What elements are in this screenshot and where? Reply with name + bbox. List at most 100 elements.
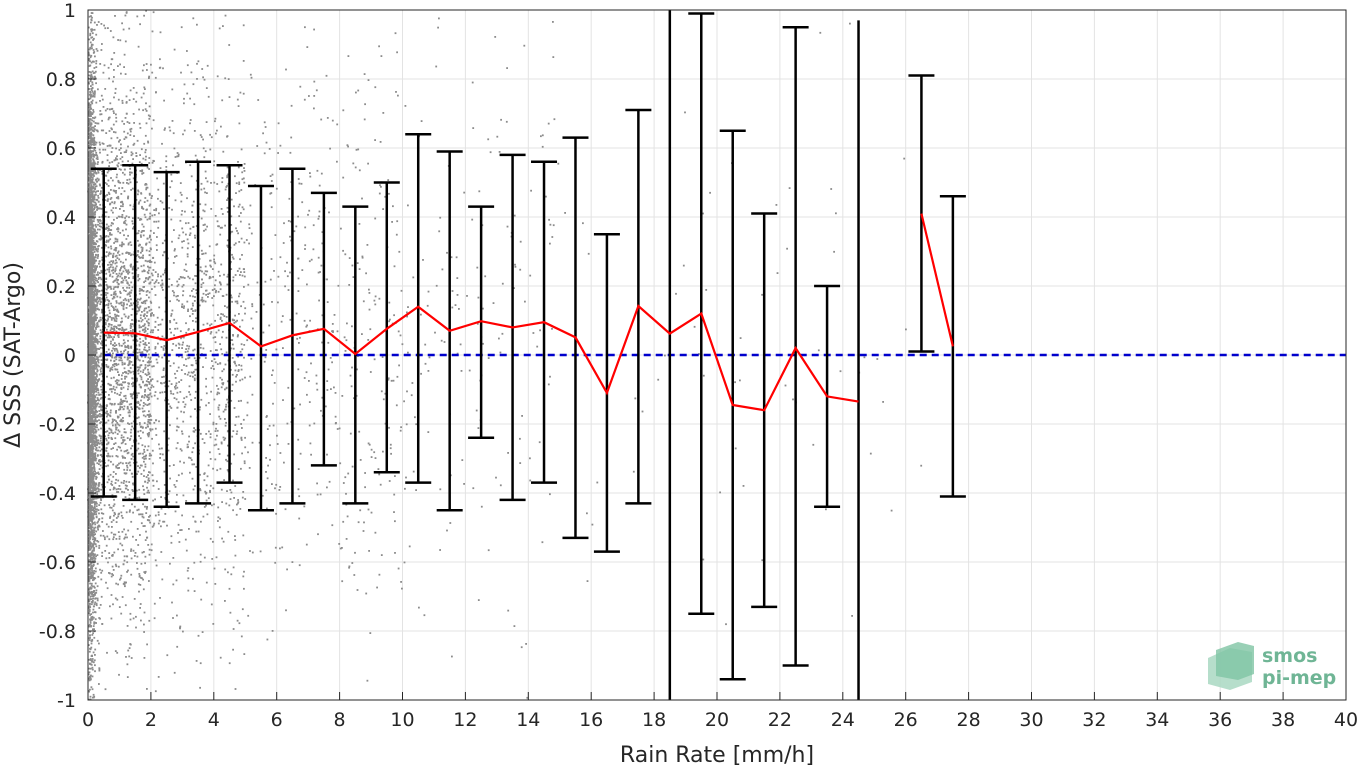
scatter-point: [147, 277, 150, 280]
scatter-point: [94, 143, 97, 146]
scatter-point: [122, 339, 125, 342]
scatter-point: [104, 550, 107, 552]
scatter-point: [117, 285, 119, 288]
scatter-point: [89, 258, 92, 261]
scatter-point: [137, 430, 140, 433]
scatter-point: [144, 134, 147, 137]
scatter-point: [149, 247, 152, 250]
scatter-point: [99, 501, 102, 504]
scatter-point: [92, 480, 95, 483]
scatter-point: [139, 403, 141, 406]
scatter-point: [96, 508, 98, 511]
scatter-point: [95, 33, 98, 36]
scatter-point: [90, 393, 92, 396]
scatter-point: [127, 411, 130, 414]
scatter-point: [89, 168, 91, 171]
scatter-point: [124, 315, 127, 318]
scatter-point: [136, 357, 139, 359]
scatter-point: [138, 287, 141, 290]
scatter-point: [89, 472, 91, 475]
scatter-point: [88, 165, 91, 168]
scatter-point: [95, 501, 98, 504]
scatter-point: [138, 359, 141, 362]
scatter-point: [113, 419, 116, 421]
scatter-point: [89, 548, 92, 551]
scatter-point: [94, 315, 97, 318]
scatter-point: [93, 181, 95, 184]
scatter-point: [96, 307, 99, 310]
scatter-point: [115, 320, 118, 322]
scatter-point: [92, 134, 95, 137]
scatter-point: [105, 339, 107, 342]
scatter-point: [105, 291, 107, 294]
scatter-point: [116, 314, 118, 317]
scatter-point: [88, 398, 90, 400]
scatter-point: [106, 159, 109, 162]
scatter-point: [107, 299, 110, 302]
scatter-point: [90, 534, 93, 537]
scatter-point: [107, 246, 110, 249]
scatter-point: [139, 297, 142, 300]
scatter-point: [92, 429, 94, 431]
scatter-point: [143, 348, 145, 351]
scatter-point: [93, 362, 96, 365]
scatter-point: [89, 217, 92, 220]
scatter-point: [88, 212, 91, 215]
scatter-point: [108, 557, 111, 559]
scatter-point: [113, 365, 116, 368]
scatter-point: [126, 352, 129, 355]
scatter-point: [93, 383, 96, 386]
scatter-point: [100, 49, 103, 51]
scatter-point: [90, 571, 92, 574]
scatter-point: [88, 173, 91, 176]
scatter-point: [93, 360, 96, 362]
scatter-point: [116, 433, 119, 435]
scatter-point: [87, 26, 90, 29]
scatter-point: [96, 526, 99, 529]
scatter-point: [110, 137, 113, 140]
scatter-point: [92, 574, 94, 577]
scatter-point: [106, 336, 109, 339]
scatter-point: [149, 376, 151, 378]
scatter-point: [145, 9, 147, 12]
scatter-point: [91, 638, 94, 641]
scatter-point: [88, 129, 91, 132]
scatter-point: [91, 329, 93, 332]
scatter-point: [121, 160, 124, 163]
scatter-point: [126, 536, 128, 539]
scatter-point: [98, 667, 101, 670]
scatter-point: [96, 163, 99, 165]
scatter-point: [139, 513, 142, 516]
scatter-point: [97, 449, 99, 452]
scatter-point: [146, 69, 148, 71]
scatter-point: [91, 532, 94, 534]
scatter-point: [89, 92, 92, 94]
scatter-point: [97, 485, 100, 487]
scatter-point: [146, 384, 148, 387]
scatter-point: [133, 598, 136, 600]
scatter-point: [145, 155, 147, 158]
scatter-point: [149, 259, 151, 262]
scatter-point: [88, 308, 90, 311]
scatter-point: [89, 242, 92, 245]
scatter-point: [149, 215, 151, 218]
scatter-point: [111, 201, 113, 204]
scatter-point: [119, 260, 122, 263]
scatter-point: [89, 675, 91, 678]
scatter-point: [99, 415, 102, 418]
scatter-point: [92, 535, 94, 538]
scatter-point: [127, 569, 129, 572]
scatter-point: [110, 431, 113, 434]
scatter-point: [87, 265, 90, 268]
scatter-point: [145, 188, 148, 191]
scatter-point: [115, 259, 117, 262]
scatter-point: [88, 210, 90, 213]
scatter-point: [88, 577, 91, 580]
scatter-point: [88, 106, 90, 109]
scatter-point: [105, 364, 108, 366]
scatter-point: [92, 166, 94, 168]
scatter-point: [94, 70, 97, 73]
scatter-point: [149, 415, 152, 417]
scatter-point: [99, 534, 102, 537]
scatter-point: [116, 383, 119, 386]
